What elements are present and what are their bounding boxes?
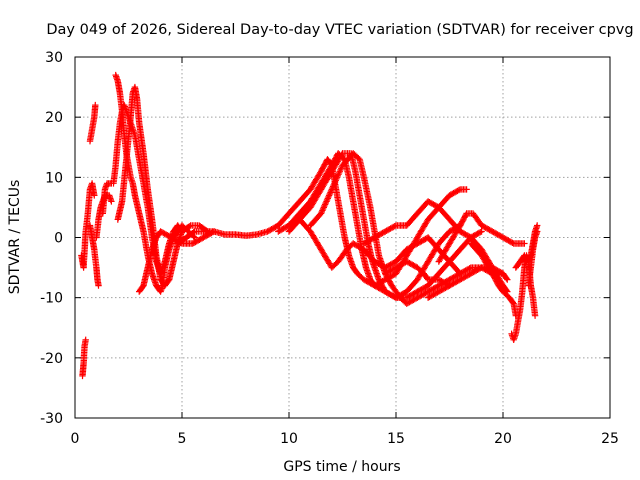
series-sat-d [86,222,102,289]
data-point-markers [382,258,453,289]
data-point-markers [467,240,519,319]
x-tick-label: 0 [71,431,80,447]
data-point-markers [296,216,464,277]
x-tick-label: 15 [387,431,405,447]
y-tick-label: 30 [45,50,63,66]
data-point-markers [424,264,511,301]
y-axis-label: SDTVAR / TECUs [7,180,23,295]
data-point-markers [78,180,98,271]
data-point-markers [86,222,102,289]
series-sat-o [296,216,464,277]
series-sat-c [86,101,99,145]
y-tick-label: -30 [40,411,63,427]
data-point-markers [360,198,511,295]
tick-labels: 0 5 10 15 20 25 -30 -20 -10 0 10 20 30 [40,50,619,447]
data-point-markers [86,101,99,145]
x-tick-label: 10 [280,431,298,447]
series-sat-s [435,210,528,265]
x-axis-label: GPS time / hours [283,459,400,475]
data-point-markers [99,180,115,217]
series-sat-r [424,264,511,301]
data-point-markers [79,336,89,380]
data-point-markers [525,228,541,289]
x-tick-label: 25 [601,431,619,447]
series-sat-a [78,180,98,271]
series-sat-w [525,228,541,289]
data-point-markers [275,150,464,301]
x-tick-label: 5 [178,431,187,447]
data-points [78,71,541,380]
grid-lines [75,57,610,418]
y-tick-label: -20 [40,351,63,367]
data-point-markers [136,228,218,295]
series-sat-p [360,198,511,295]
plot-frame [74,56,611,419]
y-tick-label: -10 [40,291,63,307]
y-tick-label: 10 [45,170,63,186]
series-sat-b [79,336,89,380]
series-sat-q [382,258,453,289]
series-sat-t [467,240,519,319]
chart-title: Day 049 of 2026, Sidereal Day-to-day VTE… [46,22,633,38]
series-sat-j [136,228,218,295]
y-tick-label: 0 [54,231,63,247]
y-tick-label: 20 [45,110,63,126]
x-tick-label: 20 [494,431,512,447]
series-sat-f [99,180,115,217]
series-sat-l [275,150,464,301]
data-point-markers [435,210,528,265]
